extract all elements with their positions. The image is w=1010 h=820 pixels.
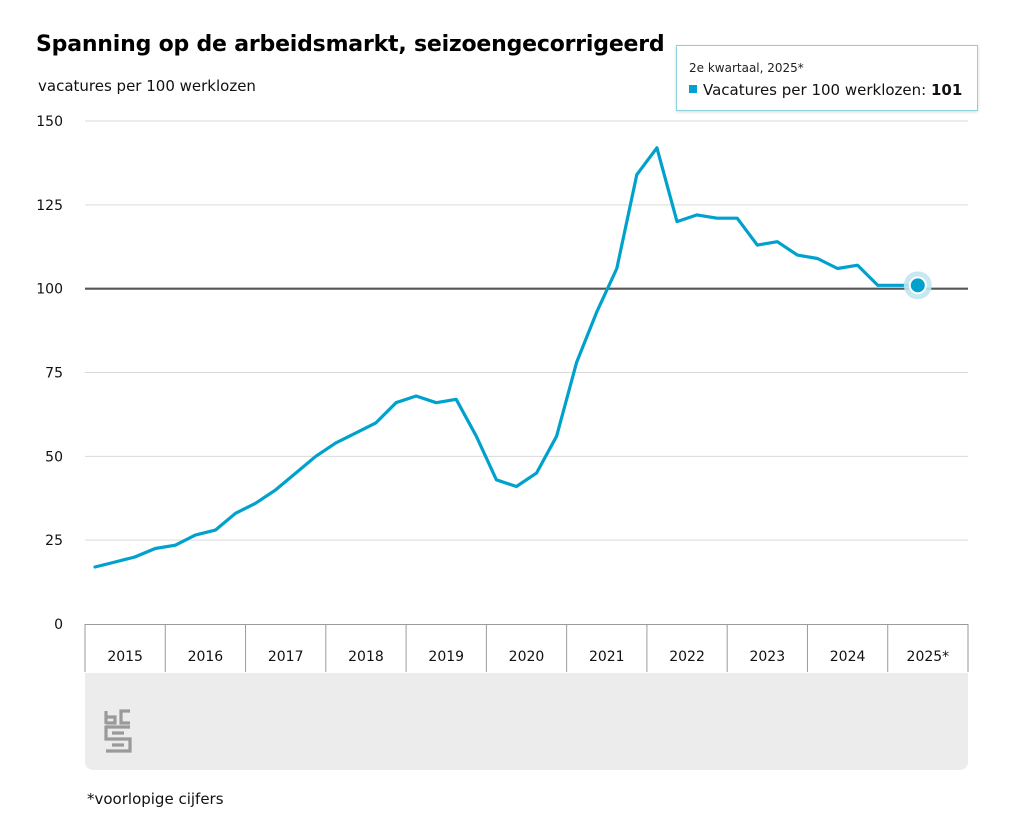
y-tick-label: 125: [36, 198, 63, 214]
data-tooltip: 2e kwartaal, 2025* Vacatures per 100 wer…: [676, 45, 978, 111]
y-tick-label: 150: [36, 114, 63, 130]
tooltip-series-label: Vacatures per 100 werklozen:: [703, 81, 927, 99]
x-tick-label: 2018: [348, 649, 384, 665]
cbs-logo-icon: [103, 709, 133, 757]
chart-title: Spanning op de arbeidsmarkt, seizoengeco…: [36, 32, 665, 57]
x-tick-label: 2020: [509, 649, 545, 665]
y-tick-label: 50: [45, 449, 63, 465]
y-tick-label: 0: [54, 617, 63, 633]
x-tick-label: 2017: [268, 649, 304, 665]
tooltip-value: 101: [931, 81, 963, 99]
x-tick-label: 2015: [107, 649, 143, 665]
x-tick-label: 2019: [428, 649, 464, 665]
series-line: [93, 146, 920, 569]
y-tick-label: 75: [45, 366, 63, 382]
x-tick-label: 2023: [749, 649, 785, 665]
chart-subtitle: vacatures per 100 werklozen: [38, 77, 256, 95]
x-tick-label: 2021: [589, 649, 625, 665]
line-chart: 0 25 50 75 100 125 150 2015 2016 2017 2018 2019 2020…: [36, 114, 969, 672]
footnote: *voorlopige cijfers: [87, 790, 224, 808]
y-tick-label: 25: [45, 533, 63, 549]
tooltip-period: 2e kwartaal, 2025*: [689, 61, 804, 75]
chart-footer: [85, 673, 968, 770]
tooltip-row: Vacatures per 100 werklozen: 101: [689, 81, 962, 99]
x-tick-label: 2024: [830, 649, 866, 665]
x-tick-label: 2025*: [907, 649, 950, 665]
y-tick-label: 100: [36, 282, 63, 298]
x-tick-label: 2016: [188, 649, 224, 665]
x-tick-label: 2022: [669, 649, 705, 665]
highlight-point: [908, 276, 927, 295]
series-swatch-icon: [689, 85, 697, 93]
